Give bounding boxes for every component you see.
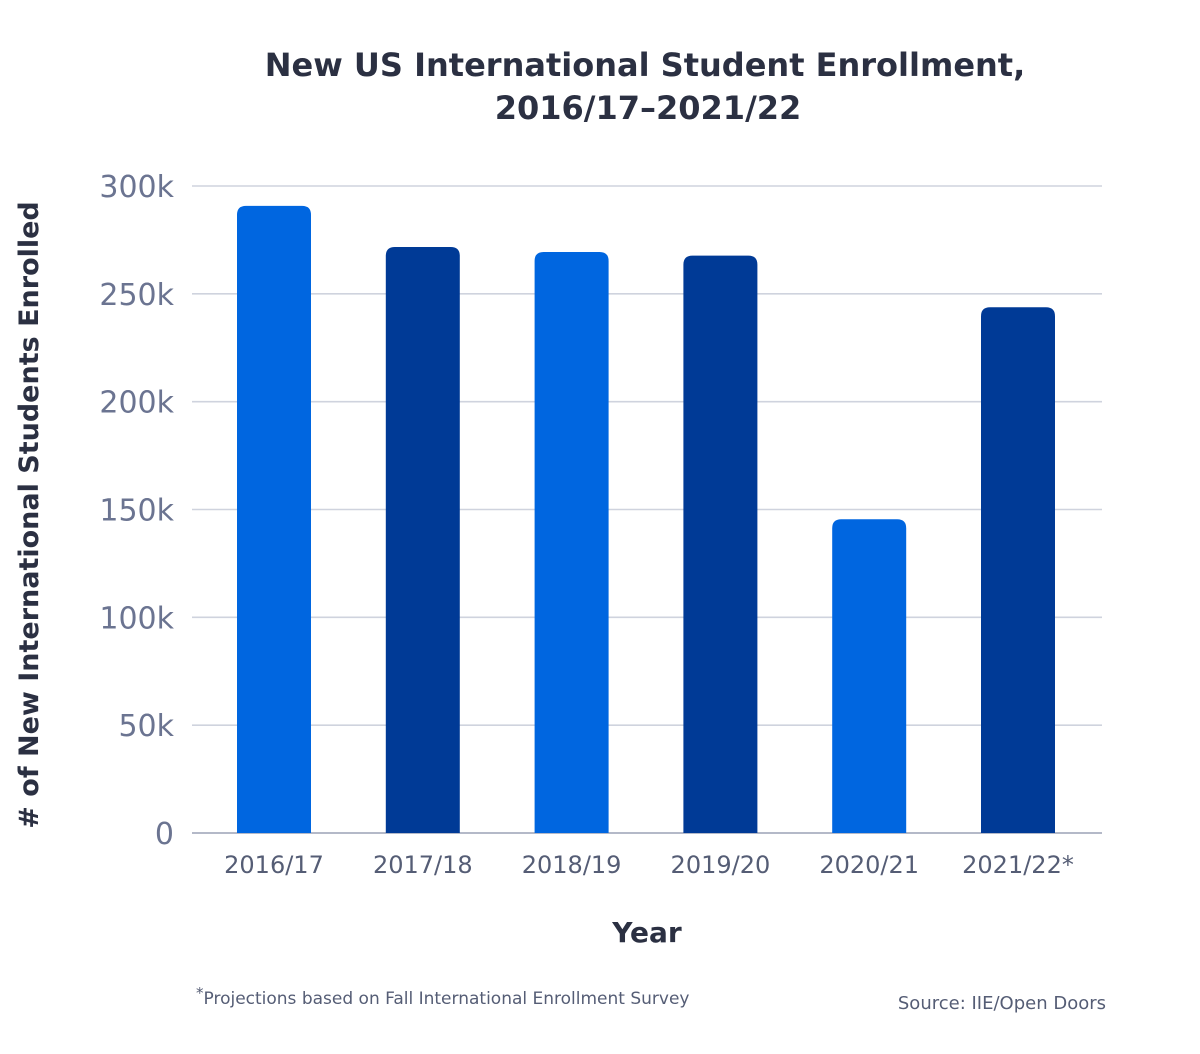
y-tick-label: 0 xyxy=(155,817,174,852)
x-axis-label: Year xyxy=(611,916,682,949)
bars xyxy=(237,205,1055,834)
x-tick-label: 2017/18 xyxy=(373,851,473,879)
gridlines xyxy=(192,185,1102,834)
bar-2018-19 xyxy=(534,251,609,833)
y-axis-label: # of New International Students Enrolled xyxy=(14,201,45,829)
y-tick-label: 150k xyxy=(99,494,174,529)
source-note: Source: IIE/Open Doors xyxy=(898,993,1106,1014)
bar-2020-21 xyxy=(832,519,907,833)
y-tick-label: 250k xyxy=(99,278,174,313)
footnote: *Projections based on Fall International… xyxy=(196,984,690,1009)
x-tick-label: 2018/19 xyxy=(522,851,622,879)
bar-2017-18 xyxy=(385,247,460,833)
y-tick-label: 50k xyxy=(118,709,174,744)
x-tick-label: 2016/17 xyxy=(224,851,324,879)
y-tick-label: 200k xyxy=(99,386,174,421)
y-axis-tick-labels: 0 50k 100k 150k 200k 250k 300k xyxy=(99,170,174,852)
footnote-mark: * xyxy=(196,984,204,1002)
chart-title-line-2: 2016/17–2021/22 xyxy=(495,89,802,127)
y-tick-label: 100k xyxy=(99,601,174,636)
bar-2016-17 xyxy=(237,205,311,834)
bar-2021-22 xyxy=(981,307,1055,833)
y-tick-label: 300k xyxy=(99,170,174,205)
x-tick-label: 2021/22* xyxy=(962,851,1074,879)
x-axis-tick-labels: 2016/17 2017/18 2018/19 2019/20 2020/21 2021/… xyxy=(224,851,1074,879)
bar-2019-20 xyxy=(683,255,758,833)
footnote-text: Projections based on Fall International … xyxy=(204,989,690,1009)
chart-title-line-1: New US International Student Enrollment, xyxy=(265,46,1026,84)
x-tick-label: 2019/20 xyxy=(671,851,771,879)
x-tick-label: 2020/21 xyxy=(819,851,919,879)
